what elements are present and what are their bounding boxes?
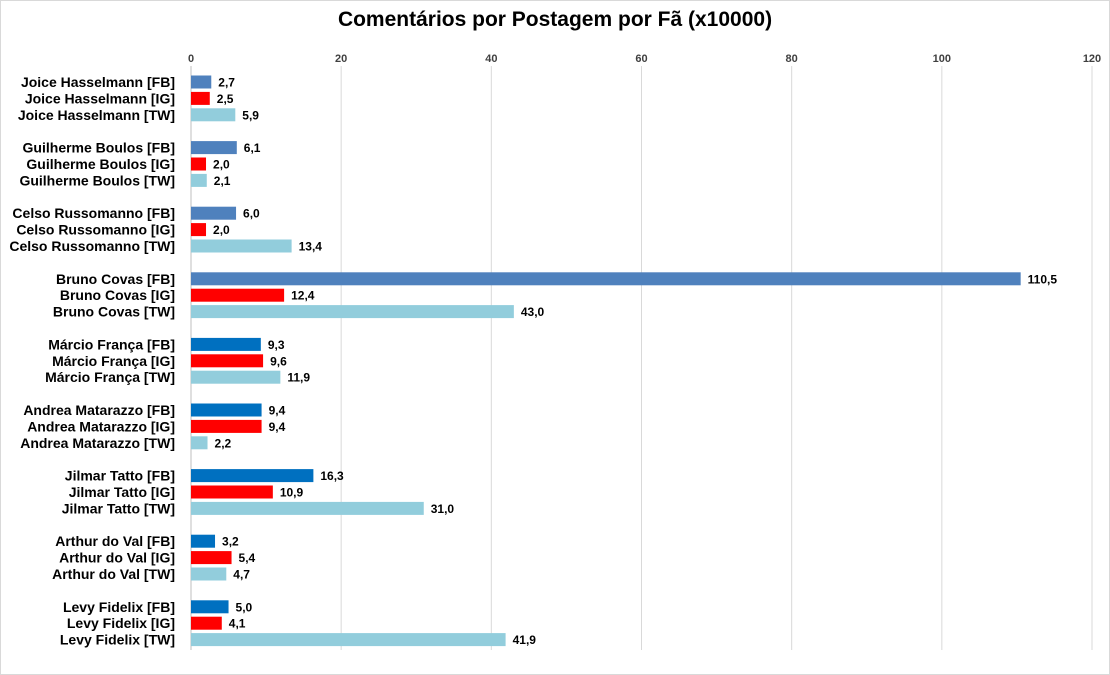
bar [191,108,236,122]
category-label: Levy Fidelix [TW] [60,632,175,648]
category-label: Celso Russomanno [FB] [12,205,175,221]
bar [191,616,222,630]
x-tick-label: 20 [335,53,347,65]
category-label: Celso Russomanno [TW] [9,238,175,254]
category-label: Bruno Covas [TW] [53,304,175,320]
bar [191,485,273,499]
category-label: Levy Fidelix [FB] [63,599,175,615]
bar [191,141,237,155]
x-tick-label: 0 [188,53,194,65]
data-label: 5,4 [239,551,256,565]
category-label: Jilmar Tatto [IG] [69,484,175,500]
data-label: 2,2 [215,436,232,450]
bar [191,337,261,351]
data-label: 11,9 [287,371,310,385]
data-label: 6,1 [244,141,261,155]
bar [191,567,227,581]
data-label: 41,9 [513,633,537,647]
category-label: Andrea Matarazzo [IG] [27,418,175,434]
data-label: 13,4 [299,240,323,254]
data-label: 2,1 [214,174,231,188]
category-label: Jilmar Tatto [FB] [65,468,175,484]
category-label: Andrea Matarazzo [FB] [23,402,175,418]
category-label: Joice Hasselmann [TW] [18,107,175,123]
chart-title: Comentários por Postagem por Fã (x10000) [337,8,773,31]
bar [191,419,262,433]
category-label: Bruno Covas [IG] [60,287,175,303]
bar [191,501,424,515]
bar [191,75,212,89]
x-tick-label: 40 [485,53,497,65]
x-tick-label: 60 [635,53,647,65]
data-label: 9,4 [269,404,286,418]
data-label: 9,4 [269,420,286,434]
category-label: Guilherme Boulos [FB] [23,140,175,156]
bar [191,305,514,319]
category-label: Andrea Matarazzo [TW] [20,435,175,451]
category-label: Márcio França [IG] [52,353,175,369]
x-tick-label: 120 [1083,53,1101,65]
data-label: 10,9 [280,486,304,500]
bar [191,600,229,614]
category-label: Arthur do Val [IG] [59,550,175,566]
x-tick-label: 80 [786,53,798,65]
data-label: 31,0 [431,502,455,516]
data-label: 2,0 [213,158,230,172]
bar [191,354,264,368]
category-label: Márcio França [FB] [48,336,175,352]
category-label: Jilmar Tatto [TW] [62,500,175,516]
bar [191,91,210,105]
data-label: 3,2 [222,535,239,549]
category-label: Arthur do Val [FB] [55,533,175,549]
data-label: 2,7 [218,76,235,90]
category-label: Levy Fidelix [IG] [67,615,175,631]
bar [191,206,237,220]
bar [191,173,207,187]
bar [191,239,292,253]
category-label: Guilherme Boulos [IG] [26,156,175,172]
data-label: 110,5 [1028,272,1058,286]
data-label: 2,5 [217,92,234,106]
bar [191,403,262,417]
category-label: Celso Russomanno [IG] [16,222,175,238]
data-label: 2,0 [213,223,230,237]
data-label: 43,0 [521,305,545,319]
data-label: 5,9 [242,108,259,122]
category-label: Bruno Covas [FB] [56,271,175,287]
category-label: Arthur do Val [TW] [52,566,175,582]
bar [191,223,207,237]
bar [191,288,285,302]
category-label: Joice Hasselmann [IG] [25,90,175,106]
data-label: 5,0 [236,600,253,614]
data-label: 12,4 [291,289,315,303]
bar [191,633,506,647]
bar [191,469,314,483]
bar [191,157,207,171]
bar [191,370,281,384]
category-label: Márcio França [TW] [45,369,175,385]
bar [191,551,232,565]
data-label: 4,7 [233,568,250,582]
data-label: 9,6 [270,354,287,368]
data-label: 6,0 [243,207,260,221]
bar [191,272,1021,286]
category-label: Guilherme Boulos [TW] [19,172,175,188]
data-label: 9,3 [268,338,285,352]
bar [191,534,216,548]
bar [191,436,208,450]
x-tick-label: 100 [933,53,951,65]
data-label: 16,3 [320,469,344,483]
category-label: Joice Hasselmann [FB] [21,74,175,90]
data-label: 4,1 [229,617,246,631]
